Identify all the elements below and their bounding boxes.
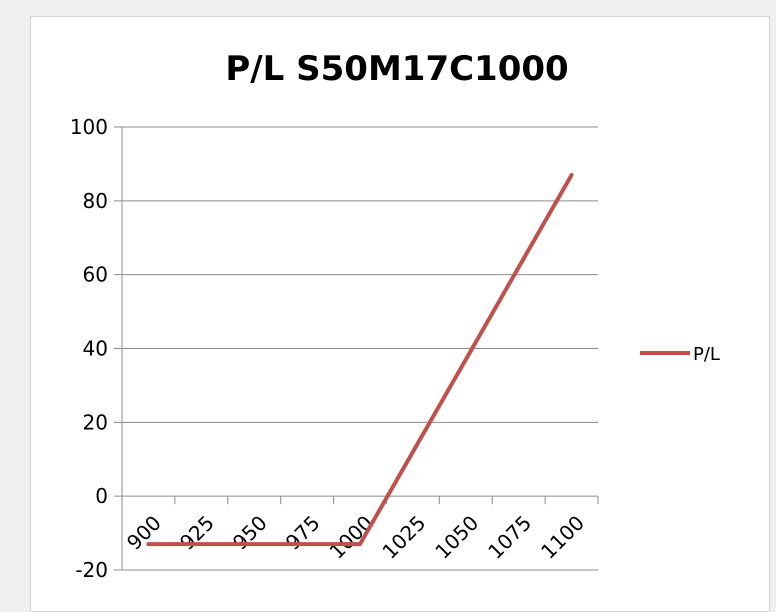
x-tick-label: 1000: [325, 511, 378, 564]
x-tick-label: 1025: [377, 511, 430, 564]
y-tick-label: 40: [83, 337, 108, 361]
series-layer: [146, 172, 574, 547]
y-tick-label: 100: [70, 115, 108, 139]
x-tick-label: 1050: [430, 511, 483, 564]
y-tick-label: 0: [95, 484, 108, 508]
series-line-0: [146, 172, 574, 547]
chart-title: P/L S50M17C1000: [225, 49, 568, 89]
y-tick-label: 60: [83, 263, 108, 287]
x-tick-label: 950: [228, 511, 272, 555]
y-tick-label: 20: [83, 410, 108, 434]
x-tick-label: 900: [122, 511, 166, 555]
chart-area: [30, 16, 770, 612]
x-tick-label: 975: [281, 511, 325, 555]
x-tick-label: 925: [175, 511, 219, 555]
y-tick-label: -20: [75, 558, 108, 582]
legend-label: P/L: [693, 344, 720, 365]
grid-layer: [114, 126, 598, 571]
legend: P/L: [640, 344, 720, 365]
x-tick-label: 1075: [483, 511, 536, 564]
x-tick-label: 1100: [536, 511, 589, 564]
y-tick-label: 80: [83, 189, 108, 213]
